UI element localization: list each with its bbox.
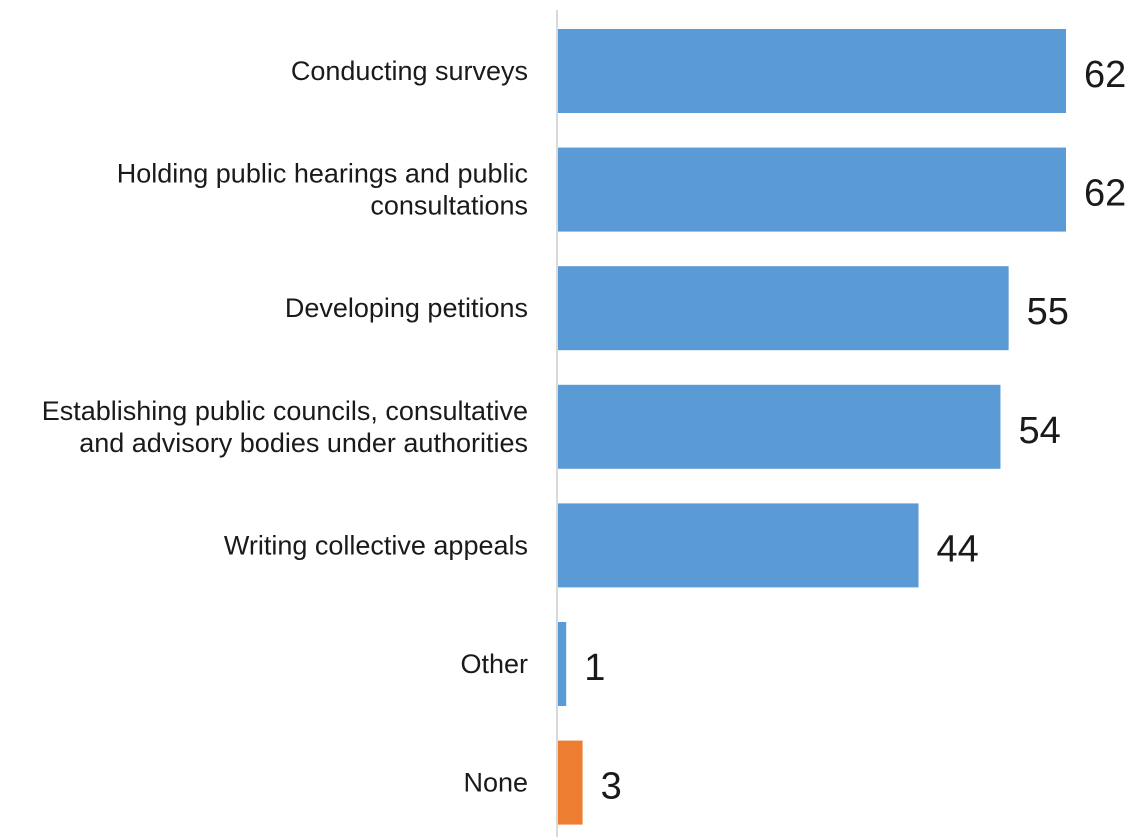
category-label-3-line-0: Establishing public councils, consultati… bbox=[42, 396, 528, 426]
category-label-2-line-0: Developing petitions bbox=[285, 293, 528, 323]
category-label-0-line-0: Conducting surveys bbox=[291, 56, 528, 86]
bar-6 bbox=[558, 740, 583, 825]
category-label-1-line-1: consultations bbox=[370, 191, 528, 221]
category-label-4-line-0: Writing collective appeals bbox=[224, 530, 528, 560]
value-label-1: 62 bbox=[1084, 173, 1126, 215]
value-labels: 62 62 55 54 44 1 3 bbox=[584, 54, 1126, 808]
bar-series bbox=[558, 29, 1066, 825]
bar-1 bbox=[558, 147, 1066, 232]
value-label-3: 54 bbox=[1018, 410, 1060, 452]
bar-4 bbox=[558, 503, 919, 588]
category-label-1-line-0: Holding public hearings and public bbox=[117, 159, 528, 189]
category-label-3-line-1: and advisory bodies under authorities bbox=[79, 428, 528, 458]
bar-0 bbox=[558, 29, 1066, 113]
category-labels: Conducting surveys Holding public hearing… bbox=[42, 56, 528, 798]
bar-3 bbox=[558, 384, 1001, 469]
category-label-6-line-0: None bbox=[463, 768, 528, 798]
category-label-5-line-0: Other bbox=[460, 649, 528, 679]
value-label-0: 62 bbox=[1084, 54, 1126, 96]
value-label-2: 55 bbox=[1027, 291, 1069, 333]
value-label-5: 1 bbox=[584, 647, 605, 689]
value-label-4: 44 bbox=[937, 528, 979, 570]
bar-2 bbox=[558, 266, 1009, 351]
bar-5 bbox=[558, 622, 567, 706]
value-label-6: 3 bbox=[601, 766, 622, 808]
